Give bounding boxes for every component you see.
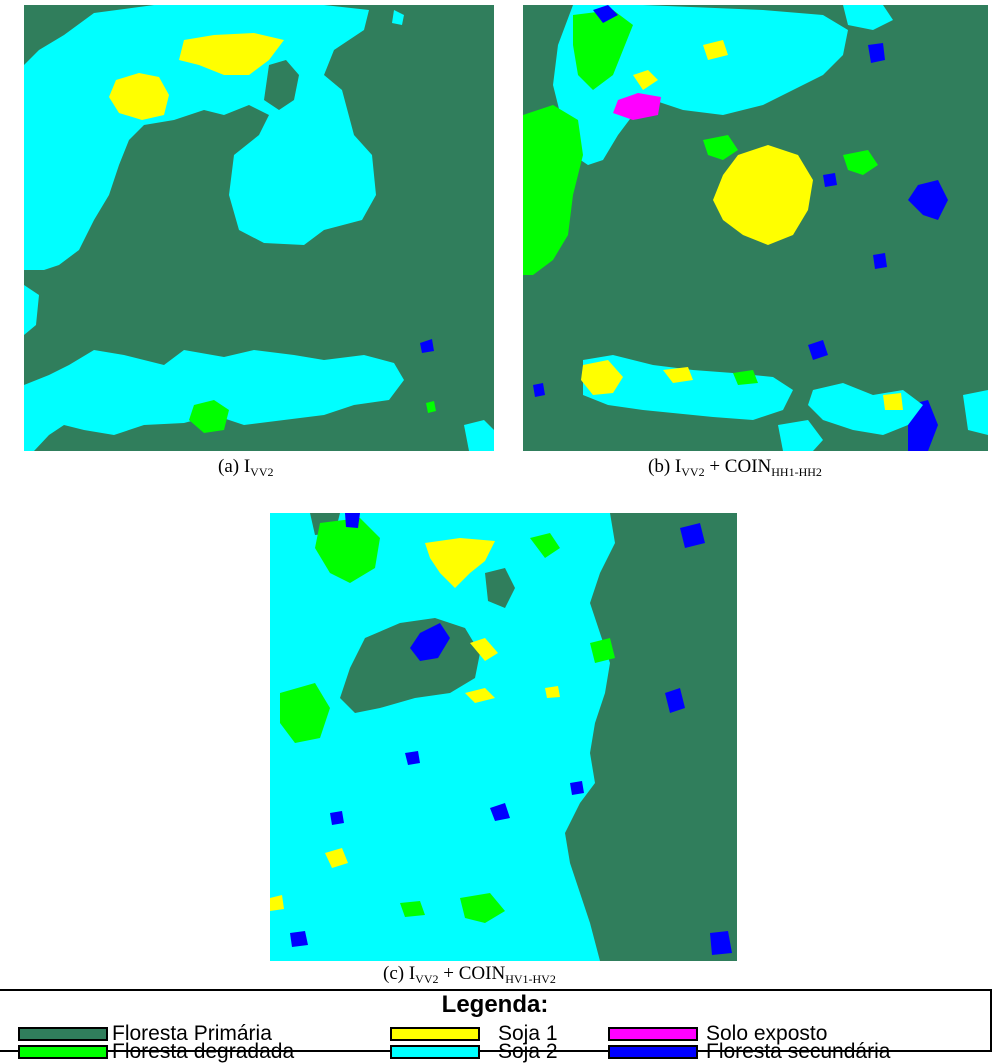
secundaria-region bbox=[908, 180, 948, 220]
legend-label: Solo exposto bbox=[706, 1022, 828, 1045]
caption-c-sub2: HV1-HV2 bbox=[505, 972, 556, 986]
degradada-region bbox=[523, 105, 583, 275]
soja2-region bbox=[843, 5, 893, 30]
soja2-region bbox=[464, 420, 494, 451]
degradada-region bbox=[315, 518, 380, 583]
legend-item-floresta-primaria: Floresta Primária bbox=[18, 1022, 272, 1045]
caption-b-mid: + COIN bbox=[704, 456, 772, 477]
secundaria-region bbox=[570, 781, 584, 795]
secundaria-region bbox=[420, 339, 434, 353]
caption-b: (b) IVV2 + COINHH1-HH2 bbox=[648, 456, 822, 480]
legend-label: Soja 1 bbox=[498, 1022, 558, 1045]
soja1-region bbox=[545, 686, 560, 698]
classification-map-b bbox=[523, 5, 988, 451]
soja1-region bbox=[179, 33, 284, 75]
secundaria-region bbox=[680, 523, 705, 548]
caption-b-text: (b) I bbox=[648, 456, 682, 477]
caption-c: (c) IVV2 + COINHV1-HV2 bbox=[383, 963, 556, 987]
secundaria-region bbox=[665, 688, 685, 713]
secundaria-region bbox=[290, 931, 308, 947]
secundaria-region bbox=[410, 623, 450, 661]
legend-label: Soja 2 bbox=[498, 1040, 558, 1063]
legend-item-floresta-secundaria: Floresta secundária bbox=[608, 1040, 891, 1063]
secundaria-region bbox=[808, 340, 828, 360]
caption-c-mid: + COIN bbox=[438, 963, 506, 984]
caption-a-sub: VV2 bbox=[250, 465, 274, 479]
soja2-region bbox=[963, 390, 988, 435]
secundaria-region bbox=[345, 513, 360, 528]
legend-item-soja-1: Soja 1 bbox=[390, 1022, 558, 1045]
degradada-region bbox=[460, 893, 505, 923]
caption-a-text: (a) I bbox=[218, 456, 251, 477]
classification-map-a bbox=[24, 5, 494, 451]
degradada-region bbox=[280, 683, 330, 743]
soja1-region bbox=[270, 895, 284, 911]
soja1-region bbox=[663, 367, 693, 383]
map-panel-a bbox=[24, 5, 494, 451]
legend-item-floresta-degradada: Floresta degradada bbox=[18, 1040, 295, 1063]
soja2-region bbox=[583, 355, 793, 420]
legend-label: Floresta degradada bbox=[112, 1040, 295, 1063]
secundaria-region bbox=[593, 5, 618, 23]
caption-c-sub: VV2 bbox=[415, 972, 439, 986]
soja1-region bbox=[883, 393, 903, 410]
degradada-region bbox=[189, 400, 229, 433]
caption-b-sub2: HH1-HH2 bbox=[771, 465, 822, 479]
legend-swatch bbox=[390, 1045, 480, 1059]
secundaria-region bbox=[330, 811, 344, 825]
degradada-region bbox=[590, 638, 615, 663]
degradada-region bbox=[400, 901, 425, 917]
legend-title: Legenda: bbox=[441, 991, 549, 1018]
secundaria-region bbox=[873, 253, 887, 269]
degradada-region bbox=[530, 533, 560, 558]
secundaria-region bbox=[710, 931, 732, 955]
legend: Legenda: Floresta Primária Floresta degr… bbox=[0, 989, 992, 1062]
legend-label: Floresta secundária bbox=[706, 1040, 891, 1063]
soja1-region bbox=[425, 538, 495, 588]
secundaria-region bbox=[823, 173, 837, 187]
legend-swatch bbox=[608, 1045, 698, 1059]
soja2-region bbox=[553, 5, 848, 165]
soja1-region bbox=[465, 688, 495, 703]
legend-item-soja-2: Soja 2 bbox=[390, 1040, 558, 1063]
legend-swatch bbox=[390, 1027, 480, 1041]
degradada-region bbox=[733, 370, 758, 385]
forest-patch bbox=[264, 60, 299, 110]
legend-swatch bbox=[18, 1045, 108, 1059]
legend-item-solo-exposto: Solo exposto bbox=[608, 1022, 828, 1045]
legend-swatch bbox=[608, 1027, 698, 1041]
secundaria-region bbox=[868, 43, 885, 63]
secundaria-region bbox=[533, 383, 545, 397]
degradada-region bbox=[426, 401, 436, 413]
soja2-region bbox=[778, 420, 823, 451]
soja2-region bbox=[270, 513, 615, 961]
solo-exposto-region bbox=[613, 93, 661, 120]
degradada-region bbox=[843, 150, 878, 175]
soja2-region bbox=[24, 285, 39, 335]
soja2-region bbox=[392, 10, 404, 25]
soja1-region bbox=[633, 70, 658, 90]
degradada-region bbox=[703, 135, 738, 160]
soja1-region bbox=[325, 848, 348, 868]
soja1-region bbox=[703, 40, 728, 60]
soja1-region bbox=[713, 145, 813, 245]
forest-patch bbox=[485, 568, 515, 608]
caption-c-text: (c) I bbox=[383, 963, 416, 984]
legend-label: Floresta Primária bbox=[112, 1022, 272, 1045]
soja1-region bbox=[581, 360, 623, 395]
map-panel-b bbox=[523, 5, 988, 451]
secundaria-region bbox=[490, 803, 510, 821]
caption-b-sub: VV2 bbox=[681, 465, 705, 479]
classification-map-c bbox=[270, 513, 737, 961]
legend-swatch bbox=[18, 1027, 108, 1041]
soja1-region bbox=[470, 638, 498, 661]
degradada-region bbox=[573, 10, 633, 90]
caption-a: (a) IVV2 bbox=[218, 456, 274, 480]
secundaria-region bbox=[405, 751, 420, 765]
map-panel-c bbox=[270, 513, 737, 961]
soja1-region bbox=[109, 73, 169, 120]
